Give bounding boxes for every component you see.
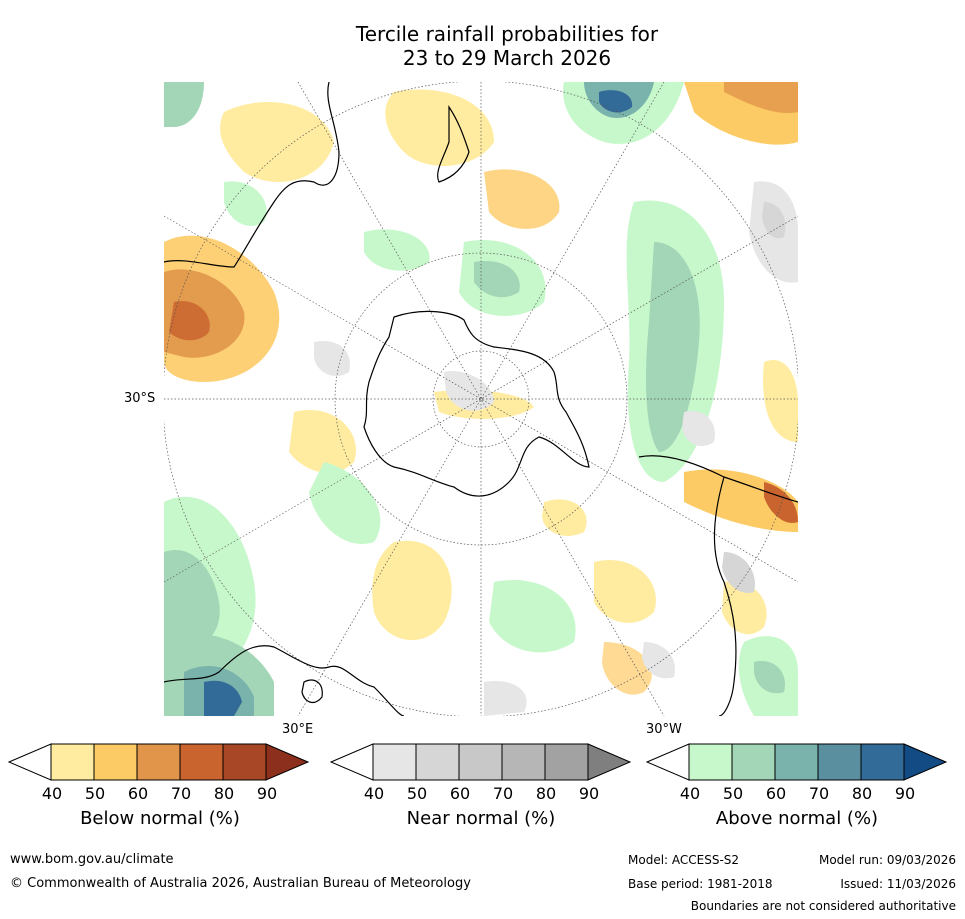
cbar-near-tick: 50 [406,784,428,803]
cbar-below-tick: 70 [170,784,192,803]
lon-label-30w: 30°W [646,722,682,737]
cbar-above-bin-80-90 [860,743,905,781]
cbar-above-bin-70-80 [817,743,862,781]
cbar-below-tick: 90 [256,784,278,803]
cbar-near-extend-low [330,743,374,781]
lon-label-30e: 30°E [282,722,314,737]
cbar-above-tick: 40 [679,784,701,803]
cbar-below-extend-high [265,743,310,781]
cbar-below-bin-50-60 [93,743,138,781]
cbar-below-title: Below normal (%) [80,808,240,829]
cbar-below-tick: 60 [127,784,149,803]
cbar-below-tick: 40 [41,784,63,803]
footer-issued: Issued: 11/03/2026 [840,877,956,891]
map-title-line2: 23 to 29 March 2026 [402,46,612,70]
footer-website: www.bom.gov.au/climate [10,852,174,867]
near-normal-patches [314,181,798,716]
cbar-near-bin-60-70 [458,743,503,781]
cbar-below-tick: 80 [213,784,235,803]
madagascar-coast [301,679,323,704]
cbar-near-bin-40-50 [372,743,417,781]
cbar-above-bin-50-60 [731,743,776,781]
south-america-coast [638,455,798,716]
cbar-near-bin-70-80 [501,743,546,781]
cbar-above-bin-40-50 [688,743,733,781]
cbar-near-title: Near normal (%) [406,808,556,829]
cbar-near-tick: 60 [449,784,471,803]
australia-coast [164,82,340,268]
cbar-above-tick: 90 [894,784,916,803]
colorbar-near-normal [330,743,632,781]
cbar-below-bin-40-50 [50,743,95,781]
cbar-below-bin-70-80 [179,743,224,781]
cbar-near-bin-50-60 [415,743,460,781]
footer-copyright: © Commonwealth of Australia 2026, Austra… [10,876,471,891]
above-normal-patches [164,82,798,716]
coastlines [164,82,798,716]
cbar-near-tick: 80 [535,784,557,803]
cbar-near-tick: 90 [578,784,600,803]
cbar-above-tick: 70 [808,784,830,803]
cbar-near-bin-80-90 [544,743,589,781]
cbar-above-title: Above normal (%) [715,808,879,829]
footer-model: Model: ACCESS-S2 [628,853,740,867]
footer-disclaimer: Boundaries are not considered authoritat… [690,899,956,913]
polar-rainfall-map [164,82,798,716]
cbar-above-tick: 50 [722,784,744,803]
cbar-above-bin-60-70 [774,743,819,781]
map-title-line1: Tercile rainfall probabilities for [355,22,659,46]
cbar-near-extend-high [587,743,632,781]
lat-label-30s: 30°S [124,391,156,406]
cbar-near-tick: 70 [492,784,514,803]
cbar-above-tick: 60 [765,784,787,803]
cbar-above-extend-low [646,743,690,781]
cbar-below-bin-80-90 [222,743,267,781]
africa-coast [164,645,405,716]
cbar-above-tick: 80 [851,784,873,803]
map-title: Tercile rainfall probabilities for 23 to… [0,22,965,70]
antarctica-coast [363,310,590,497]
colorbar-above-normal [646,743,948,781]
cbar-above-extend-high [903,743,948,781]
graticule [164,82,798,716]
cbar-below-extend-low [8,743,52,781]
cbar-near-tick: 40 [363,784,385,803]
footer-base-period: Base period: 1981-2018 [628,877,773,891]
colorbar-below-normal [8,743,310,781]
footer-model-run: Model run: 09/03/2026 [818,853,956,867]
cbar-below-tick: 50 [84,784,106,803]
cbar-below-bin-60-70 [136,743,181,781]
new-zealand-coast [437,105,470,183]
